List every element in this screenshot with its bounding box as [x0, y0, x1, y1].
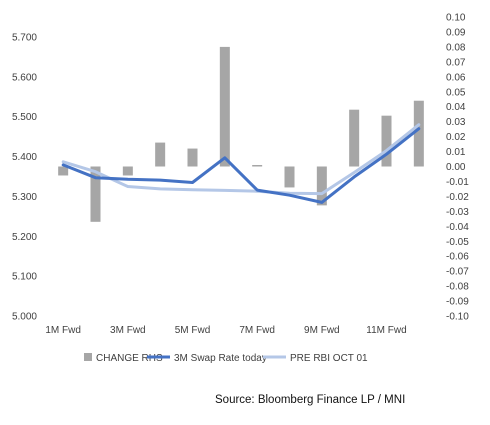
change-bar: [349, 109, 360, 167]
left-axis-tick-label: 5.500: [12, 112, 37, 123]
change-bar: [316, 166, 327, 206]
change-bar: [90, 166, 101, 222]
x-axis-tick-label: 11M Fwd: [366, 325, 406, 336]
right-axis-tick-label: -0.07: [446, 267, 469, 278]
change-bar: [155, 142, 166, 167]
x-axis-tick-label: 9M Fwd: [304, 325, 340, 336]
left-axis-tick-label: 5.400: [12, 152, 37, 163]
x-axis-tick-label: 5M Fwd: [175, 325, 211, 336]
left-axis-tick-label: 5.100: [12, 272, 37, 283]
source-note: Source: Bloomberg Finance LP / MNI: [215, 394, 406, 406]
change-bar: [252, 165, 263, 167]
right-axis-tick-label: 0.00: [446, 162, 466, 173]
change-bar: [413, 100, 424, 167]
left-axis-tick-label: 5.200: [12, 232, 37, 243]
left-axis-tick-label: 5.700: [12, 33, 37, 44]
change-bar: [58, 166, 69, 176]
right-axis-tick-label: 0.06: [446, 72, 466, 83]
right-axis-tick-label: -0.03: [446, 207, 469, 218]
pre-rbi-oct-01-line: [61, 123, 421, 196]
right-axis-tick-label: 0.03: [446, 117, 466, 128]
change-bar: [381, 115, 392, 167]
right-axis-tick-label: -0.04: [446, 222, 469, 233]
right-axis-tick-label: -0.10: [446, 312, 469, 323]
right-axis-tick-label: 0.02: [446, 132, 466, 143]
right-axis-tick-label: 0.10: [446, 13, 466, 24]
x-axis-tick-label: 3M Fwd: [110, 325, 146, 336]
legend-label: CHANGE RHS: [96, 353, 163, 364]
right-axis-tick-label: 0.05: [446, 87, 466, 98]
right-axis-tick-label: 0.04: [446, 102, 466, 113]
3m-swap-rate-today-line: [61, 127, 421, 204]
legend-swatch-change: [84, 353, 92, 361]
right-axis-tick-label: -0.08: [446, 282, 469, 293]
left-axis-tick-label: 5.300: [12, 192, 37, 203]
change-bar: [219, 46, 230, 167]
right-axis-tick-label: -0.06: [446, 252, 469, 263]
right-axis-tick-label: 0.08: [446, 42, 466, 53]
right-axis-tick-label: -0.01: [446, 177, 469, 188]
right-axis-tick-label: 0.09: [446, 27, 466, 38]
right-axis-tick-label: -0.09: [446, 297, 469, 308]
right-axis-tick-label: 0.01: [446, 147, 466, 158]
right-axis-tick-label: -0.02: [446, 192, 469, 203]
right-axis-tick-label: -0.05: [446, 237, 469, 248]
right-axis-tick-label: 0.07: [446, 57, 466, 68]
change-bar: [284, 166, 295, 188]
legend-label: PRE RBI OCT 01: [290, 353, 368, 364]
change-bar: [122, 166, 133, 176]
legend-label: 3M Swap Rate today: [174, 353, 267, 364]
change-bar: [187, 148, 198, 167]
left-axis-tick-label: 5.600: [12, 72, 37, 83]
left-axis-tick-label: 5.000: [12, 312, 37, 323]
x-axis-tick-label: 7M Fwd: [239, 325, 275, 336]
x-axis-tick-label: 1M Fwd: [45, 325, 81, 336]
